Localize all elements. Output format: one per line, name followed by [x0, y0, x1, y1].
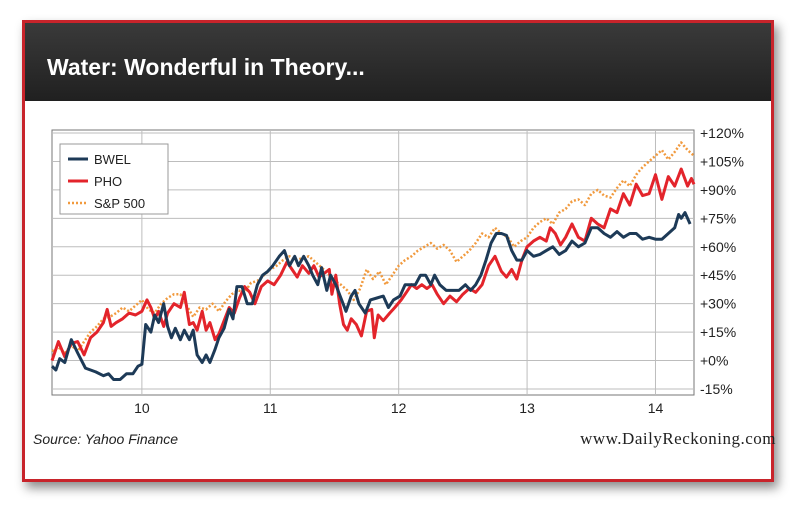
source-note: Source: Yahoo Finance — [33, 431, 179, 447]
y-tick-label: +120% — [700, 125, 744, 141]
chart-title: Water: Wonderful in Theory... — [47, 54, 365, 80]
y-tick-label: +45% — [700, 267, 736, 283]
series-line-pho — [50, 167, 696, 362]
title-banner: Water: Wonderful in Theory... — [25, 23, 771, 101]
y-tick-label: +15% — [700, 324, 736, 340]
legend-label: PHO — [94, 174, 122, 189]
y-axis: -15% +0% +15% +30% +45% +60% +75% +90% +105% +120… — [700, 125, 744, 397]
legend-label: BWEL — [94, 152, 131, 167]
x-tick-label: 12 — [391, 400, 407, 416]
y-tick-label: +90% — [700, 182, 736, 198]
x-tick-label: 13 — [519, 400, 535, 416]
y-tick-label: +0% — [700, 353, 728, 369]
y-tick-label: +60% — [700, 239, 736, 255]
x-tick-label: 14 — [648, 400, 664, 416]
x-axis: 10 11 12 13 14 — [134, 400, 663, 416]
legend: BWEL PHO S&P 500 — [59, 143, 169, 215]
series-group — [50, 141, 696, 381]
y-tick-label: +75% — [700, 210, 736, 226]
series-line-s-p-500 — [51, 141, 695, 355]
y-tick-label: +30% — [700, 296, 736, 312]
y-tick-label: +105% — [700, 153, 744, 169]
x-tick-label: 11 — [263, 400, 278, 416]
y-tick-label: -15% — [700, 381, 733, 397]
series-line-bwel — [50, 211, 692, 381]
site-credit: www.DailyReckoning.com — [580, 429, 776, 448]
legend-label: S&P 500 — [94, 196, 145, 211]
x-tick-label: 10 — [134, 400, 150, 416]
